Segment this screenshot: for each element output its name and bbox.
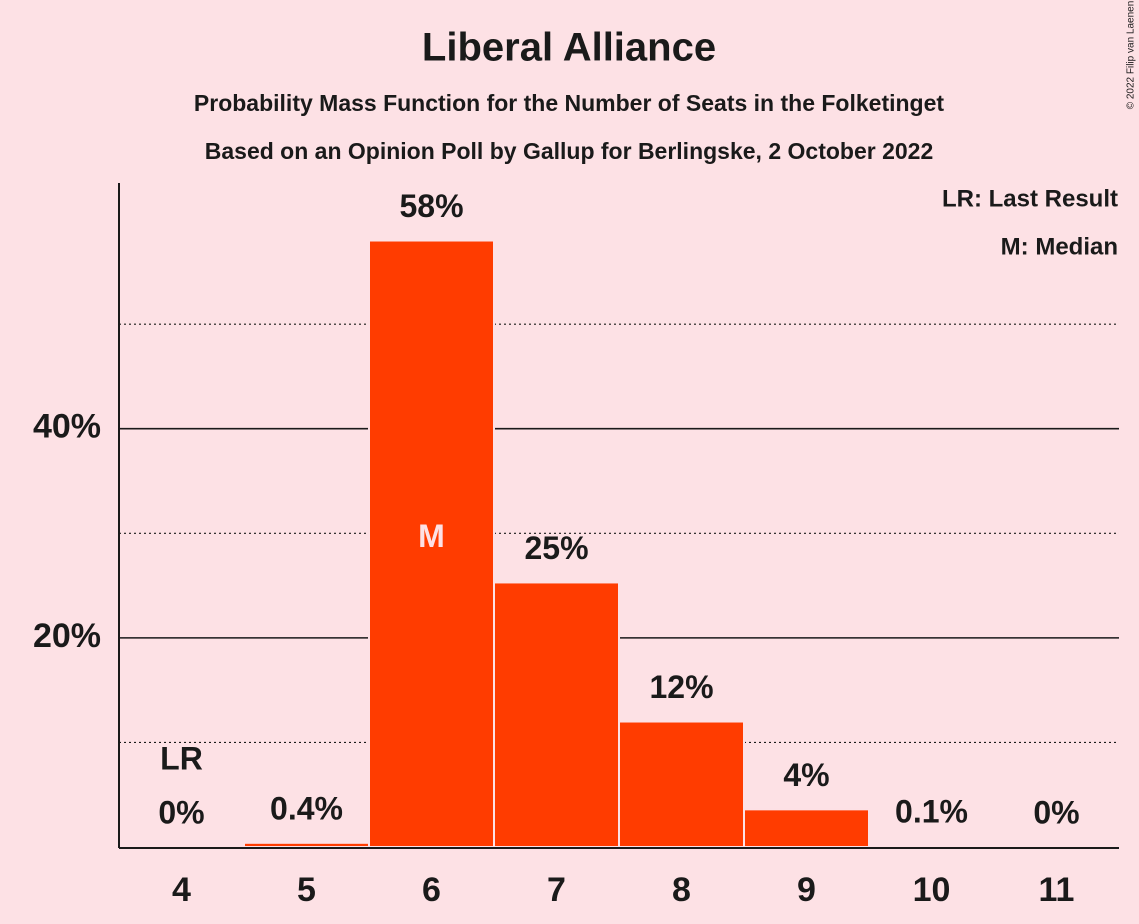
y-tick-label: 40% bbox=[33, 408, 101, 446]
value-label: 25% bbox=[524, 530, 588, 566]
x-tick-label: 9 bbox=[797, 871, 816, 909]
legend-entry: M: Median bbox=[1001, 233, 1118, 260]
x-tick-label: 10 bbox=[913, 871, 951, 909]
bar bbox=[743, 808, 870, 848]
marker-label: M bbox=[418, 518, 445, 554]
value-label: 0.4% bbox=[270, 790, 343, 826]
marker-label: LR bbox=[160, 740, 203, 776]
value-label: 0.1% bbox=[895, 793, 968, 829]
value-label: 4% bbox=[783, 757, 829, 793]
copyright: © 2022 Filip van Laenen bbox=[1126, 1, 1137, 110]
y-tick-label: 20% bbox=[33, 617, 101, 655]
value-label: 0% bbox=[1033, 794, 1079, 830]
bar bbox=[868, 844, 995, 849]
x-tick-label: 11 bbox=[1039, 871, 1075, 909]
legend-entry: LR: Last Result bbox=[942, 185, 1118, 212]
value-label: 12% bbox=[649, 669, 713, 705]
chart-subtitle: Based on an Opinion Poll by Gallup for B… bbox=[205, 138, 934, 164]
bar bbox=[493, 581, 620, 848]
x-tick-label: 8 bbox=[672, 871, 691, 909]
chart-title: Liberal Alliance bbox=[422, 26, 716, 70]
value-label: 0% bbox=[158, 794, 204, 830]
value-label: 58% bbox=[399, 188, 463, 224]
bar bbox=[618, 720, 745, 849]
bar bbox=[243, 841, 370, 848]
x-tick-label: 6 bbox=[422, 871, 441, 909]
x-tick-label: 7 bbox=[547, 871, 566, 909]
x-tick-label: 4 bbox=[172, 871, 191, 909]
x-tick-label: 5 bbox=[297, 871, 316, 909]
chart-subtitle: Probability Mass Function for the Number… bbox=[194, 90, 944, 116]
